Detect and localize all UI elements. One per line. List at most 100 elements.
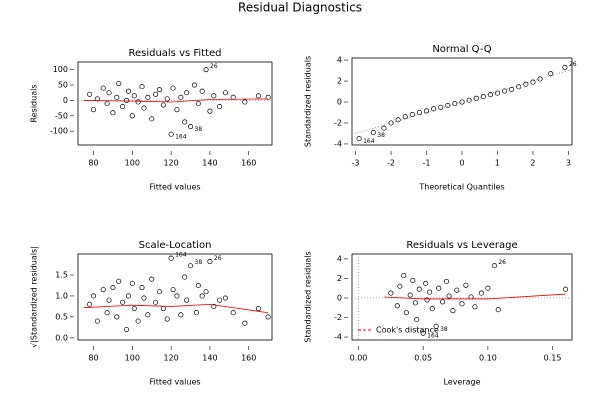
point bbox=[149, 276, 155, 282]
point bbox=[94, 318, 100, 324]
x-tick-label: 0.05 bbox=[414, 354, 432, 363]
point bbox=[104, 100, 110, 107]
point bbox=[131, 305, 137, 312]
point bbox=[409, 112, 415, 118]
point-label: 38 bbox=[377, 132, 385, 139]
point bbox=[356, 136, 362, 142]
x-tick-label: 100 bbox=[125, 159, 140, 168]
x-tick-label: 0.00 bbox=[350, 354, 368, 363]
point bbox=[187, 124, 194, 130]
y-tick-label: 1.0 bbox=[55, 291, 68, 300]
point bbox=[141, 295, 147, 301]
point bbox=[412, 300, 418, 306]
x-tick-label: -1 bbox=[423, 159, 431, 168]
x-tick-label: 140 bbox=[202, 354, 217, 363]
point bbox=[139, 285, 145, 291]
point bbox=[429, 306, 435, 312]
point bbox=[265, 314, 271, 320]
point bbox=[494, 90, 501, 96]
smooth-line bbox=[83, 303, 269, 314]
point bbox=[450, 308, 456, 314]
point bbox=[195, 282, 201, 289]
point bbox=[145, 312, 151, 318]
point bbox=[203, 289, 209, 295]
point bbox=[454, 287, 460, 293]
point bbox=[427, 289, 433, 295]
point bbox=[156, 87, 163, 93]
point-label: 164 bbox=[427, 333, 439, 340]
point bbox=[473, 95, 479, 101]
point bbox=[131, 93, 137, 99]
point bbox=[164, 96, 170, 102]
x-tick-label: 2 bbox=[530, 159, 535, 168]
point bbox=[523, 81, 529, 87]
y-tick-label: -4 bbox=[334, 333, 342, 342]
point bbox=[440, 299, 446, 305]
point bbox=[100, 287, 106, 293]
point bbox=[403, 310, 409, 316]
point bbox=[129, 280, 135, 286]
point bbox=[487, 92, 493, 98]
point bbox=[156, 289, 163, 295]
smooth-line bbox=[83, 98, 269, 103]
point bbox=[182, 119, 188, 125]
point bbox=[170, 287, 176, 293]
point bbox=[438, 104, 444, 110]
y-axis-label: Residuals bbox=[30, 85, 39, 123]
x-axis-label: Fitted values bbox=[149, 183, 200, 192]
point bbox=[416, 286, 422, 292]
point bbox=[242, 320, 248, 326]
point bbox=[178, 94, 184, 100]
point bbox=[491, 263, 497, 269]
plot-frame bbox=[77, 253, 273, 341]
point bbox=[433, 323, 439, 329]
point bbox=[562, 286, 569, 292]
point bbox=[530, 79, 536, 85]
point bbox=[104, 310, 110, 316]
x-tick-label: -3 bbox=[352, 159, 360, 168]
point bbox=[116, 278, 122, 284]
point bbox=[168, 131, 174, 137]
x-tick-label: 160 bbox=[241, 159, 256, 168]
y-tick-label: 100 bbox=[53, 65, 68, 74]
point bbox=[217, 297, 223, 303]
point bbox=[509, 86, 515, 92]
point bbox=[168, 255, 174, 261]
point-label: 26 bbox=[498, 259, 506, 266]
point bbox=[125, 293, 131, 299]
point bbox=[106, 90, 112, 96]
point bbox=[87, 301, 93, 307]
point bbox=[199, 88, 205, 94]
point bbox=[401, 272, 407, 279]
point bbox=[478, 290, 484, 296]
point bbox=[170, 85, 176, 91]
plot-frame bbox=[351, 253, 573, 341]
point-label: 164 bbox=[175, 252, 187, 259]
point bbox=[480, 94, 486, 100]
point bbox=[114, 314, 120, 320]
y-tick-label: 2 bbox=[337, 274, 342, 283]
y-tick-label: -4 bbox=[334, 139, 342, 148]
point bbox=[402, 114, 408, 120]
point bbox=[388, 290, 394, 296]
smooth-line bbox=[384, 293, 566, 300]
x-tick-label: 0.15 bbox=[544, 354, 562, 363]
point bbox=[178, 312, 184, 318]
x-tick-label: 1 bbox=[495, 159, 500, 168]
point bbox=[149, 116, 155, 122]
y-tick-label: 4 bbox=[337, 254, 342, 263]
point bbox=[472, 304, 478, 310]
point bbox=[160, 102, 166, 108]
point bbox=[495, 307, 501, 313]
point bbox=[184, 90, 190, 96]
panel-title: Scale-Location bbox=[139, 240, 212, 251]
point bbox=[193, 310, 199, 316]
main-title: Residual Diagnostics bbox=[238, 1, 362, 15]
y-tick-label: 0 bbox=[337, 98, 342, 107]
y-tick-label: -100 bbox=[50, 127, 68, 136]
point bbox=[388, 120, 394, 126]
point bbox=[436, 285, 442, 291]
point bbox=[182, 274, 188, 280]
point bbox=[164, 316, 170, 322]
